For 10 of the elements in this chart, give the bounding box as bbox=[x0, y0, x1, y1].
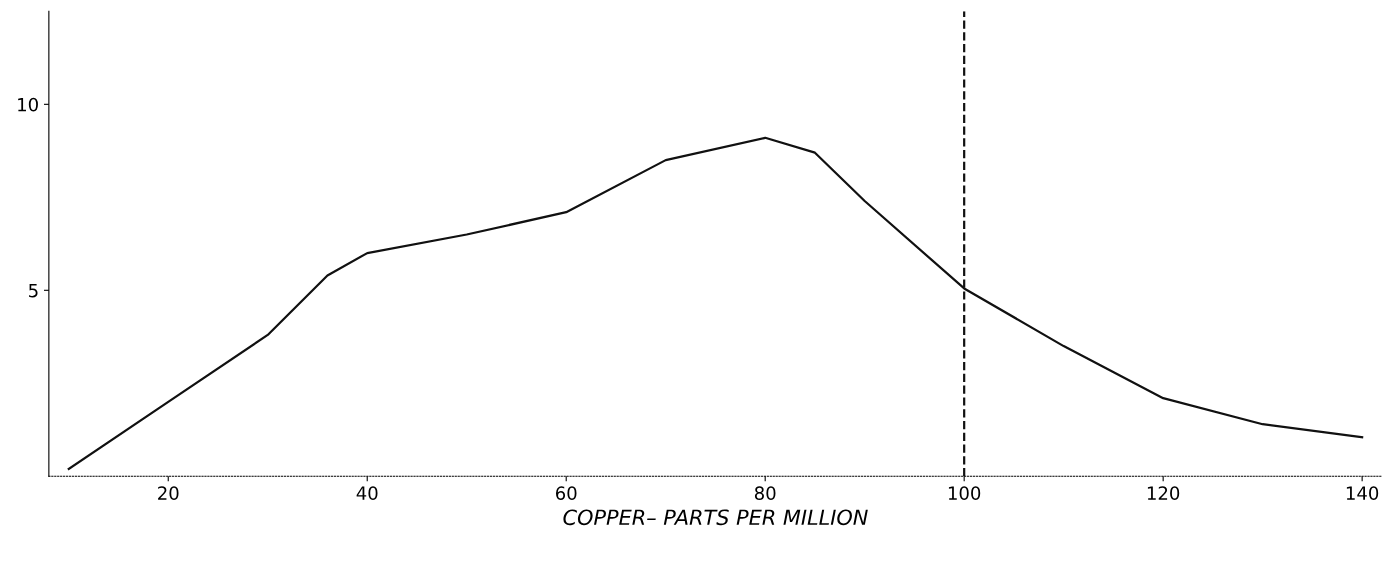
x-tick-label: 80 bbox=[754, 486, 776, 500]
x-tick-label: 120 bbox=[1147, 486, 1180, 500]
y-tick-label: 10 bbox=[18, 97, 38, 112]
x-tick-label: 40 bbox=[356, 486, 378, 500]
y-tick-label: 5 bbox=[29, 284, 38, 298]
x-tick-label: 100 bbox=[948, 486, 981, 500]
x-tick-label: 140 bbox=[1346, 486, 1379, 500]
x-axis-title: COPPER– PARTS PER MILLION bbox=[563, 509, 868, 526]
x-tick-label: 20 bbox=[158, 486, 179, 500]
x-tick-label: 60 bbox=[555, 486, 577, 500]
